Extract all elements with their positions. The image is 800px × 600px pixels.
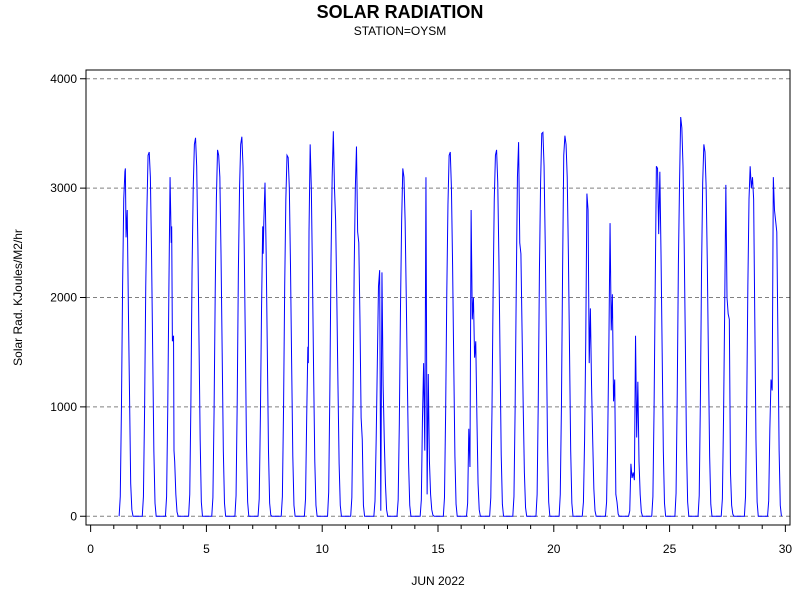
y-tick-label: 2000 [50, 291, 77, 305]
x-tick-label: 10 [316, 542, 330, 556]
x-tick-label: 20 [547, 542, 561, 556]
x-axis: 0 5 10 15 20 25 30 [87, 525, 792, 556]
y-tick-label: 3000 [50, 181, 77, 195]
x-tick-label: 25 [663, 542, 677, 556]
y-tick-label: 1000 [50, 400, 77, 414]
y-axis-label: Solar Rad. KJoules/M2/hr [11, 229, 25, 366]
chart-subtitle: STATION=OYSM [354, 24, 447, 38]
x-tick-label: 15 [431, 542, 445, 556]
x-tick-label: 30 [779, 542, 793, 556]
y-tick-label: 0 [70, 509, 77, 523]
series-line [118, 116, 782, 517]
x-tick-label: 0 [87, 542, 94, 556]
y-tick-label: 4000 [50, 72, 77, 86]
chart-title: SOLAR RADIATION [317, 2, 484, 22]
x-axis-label: JUN 2022 [411, 574, 465, 588]
x-tick-label: 5 [203, 542, 210, 556]
y-axis: 0 1000 2000 3000 4000 [50, 72, 86, 523]
